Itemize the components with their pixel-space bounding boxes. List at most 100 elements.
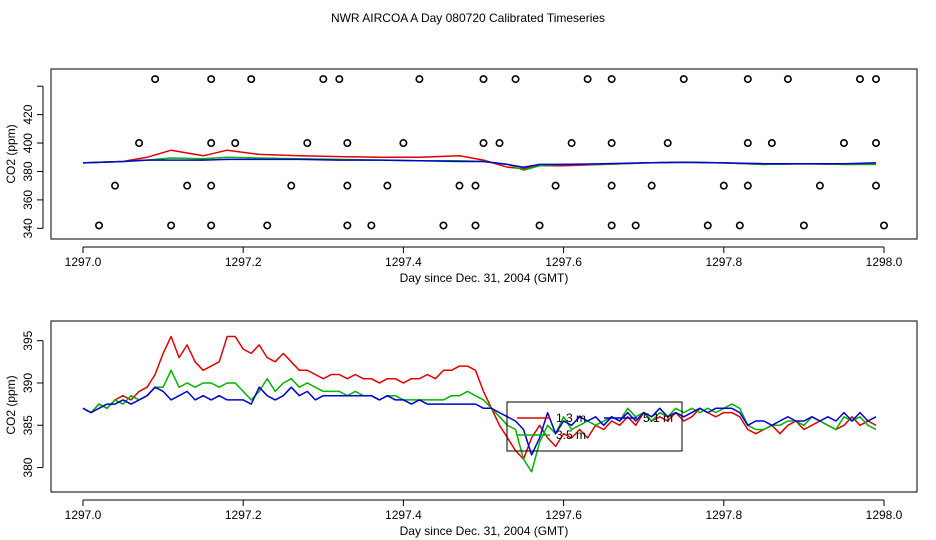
top-x-axis-label: Day since Dec. 31, 2004 (GMT) <box>400 271 569 285</box>
legend-label-5-1m: 5.1 m <box>643 411 673 425</box>
top-calibration-point <box>871 139 880 148</box>
top-calibration-point <box>135 139 144 148</box>
top-calibration-point <box>95 221 104 230</box>
bottom-plot-frame <box>50 320 918 493</box>
top-calibration-point <box>839 139 848 148</box>
top-calibration-point <box>303 139 312 148</box>
bottom-x-axis-label: Day since Dec. 31, 2004 (GMT) <box>400 524 569 538</box>
top-calibration-point <box>471 181 480 190</box>
top-calibration-point <box>735 221 744 230</box>
bot-y-tick-label: 390 <box>21 373 35 393</box>
top-calibration-point <box>743 181 752 190</box>
top-calibration-point <box>607 181 616 190</box>
top-plot-frame <box>50 68 918 240</box>
top-y-tick-label: 340 <box>21 218 35 238</box>
bot-x-tick-label: 1298.0 <box>866 508 903 522</box>
top-calibration-point <box>287 181 296 190</box>
top-calibration-point <box>247 75 256 84</box>
top-x-tick-label: 1297.2 <box>225 255 262 269</box>
top-y-axis: 340 360 380 400 420 <box>21 85 44 238</box>
top-calibration-point <box>207 221 216 230</box>
top-calibration-point <box>263 221 272 230</box>
bottom-y-axis: 380 385 390 395 <box>21 330 44 478</box>
top-calibration-point <box>567 139 576 148</box>
top-calibration-point <box>439 221 448 230</box>
top-calibration-point <box>167 221 176 230</box>
top-calibration-point <box>855 75 864 84</box>
bot-series-5-1-m <box>82 386 877 456</box>
top-calibration-point <box>207 75 216 84</box>
bot-x-tick-label: 1297.0 <box>65 508 102 522</box>
top-calibration-point <box>183 181 192 190</box>
bot-x-tick-label: 1297.4 <box>385 508 422 522</box>
top-calibration-point <box>871 75 880 84</box>
top-calibration-point <box>719 181 728 190</box>
top-calibration-point <box>511 75 520 84</box>
top-series-5-1-m <box>82 158 877 168</box>
bot-y-tick-label: 380 <box>21 457 35 477</box>
top-calibration-point <box>343 221 352 230</box>
top-calibration-point <box>471 221 480 230</box>
top-y-axis-label: CO2 (ppm) <box>4 124 18 183</box>
top-calibration-point <box>495 139 504 148</box>
top-calibration-point <box>783 75 792 84</box>
top-calibration-point <box>207 139 216 148</box>
top-calibration-point <box>871 181 880 190</box>
top-calibration-point <box>607 75 616 84</box>
top-calibration-point <box>551 181 560 190</box>
top-calibration-point <box>367 221 376 230</box>
top-y-tick-label: 380 <box>21 161 35 181</box>
top-calibration-point <box>455 181 464 190</box>
top-calibration-point <box>343 181 352 190</box>
top-panel: 1297.0 1297.2 1297.4 1297.6 1297.8 1298.0 340… <box>4 68 918 285</box>
top-calibration-point <box>607 221 616 230</box>
bot-x-tick-label: 1297.6 <box>545 508 582 522</box>
top-y-tick-label: 420 <box>21 104 35 124</box>
top-y-tick-label: 360 <box>21 190 35 210</box>
top-y-tick-label: 400 <box>21 133 35 153</box>
top-x-tick-label: 1297.6 <box>545 255 582 269</box>
top-calibration-point <box>535 221 544 230</box>
chart-title: NWR AIRCOA A Day 080720 Calibrated Times… <box>331 11 605 25</box>
bottom-x-axis: 1297.0 1297.2 1297.4 1297.6 1297.8 1298.0 <box>65 499 903 522</box>
top-calibration-point <box>703 221 712 230</box>
top-calibration-point <box>583 75 592 84</box>
bot-x-tick-label: 1297.2 <box>225 508 262 522</box>
top-calibration-point <box>479 75 488 84</box>
top-calibration-point <box>231 139 240 148</box>
top-calibration-point <box>415 75 424 84</box>
top-calibration-point <box>319 75 328 84</box>
top-series-group <box>82 75 888 230</box>
top-calibration-point <box>207 181 216 190</box>
top-calibration-point <box>335 75 344 84</box>
bot-x-tick-label: 1297.8 <box>705 508 742 522</box>
top-calibration-point <box>647 181 656 190</box>
top-calibration-point <box>399 139 408 148</box>
top-calibration-point <box>343 139 352 148</box>
bottom-series-group <box>82 335 877 473</box>
bot-y-tick-label: 385 <box>21 415 35 435</box>
top-x-axis: 1297.0 1297.2 1297.4 1297.6 1297.8 1298.0 <box>65 246 903 269</box>
top-calibration-point <box>631 221 640 230</box>
top-calibration-point <box>799 221 808 230</box>
bot-y-tick-label: 395 <box>21 330 35 350</box>
top-calibration-point <box>151 75 160 84</box>
bot-series-1-3-m <box>82 335 877 460</box>
bot-series-3-5-m <box>82 369 877 473</box>
top-calibration-point <box>767 139 776 148</box>
legend-box <box>506 401 683 452</box>
top-calibration-point <box>663 139 672 148</box>
top-calibration-point <box>111 181 120 190</box>
top-x-tick-label: 1298.0 <box>866 255 903 269</box>
legend-label-3-5m: 3.5 m <box>556 428 586 442</box>
top-calibration-point <box>607 139 616 148</box>
top-x-tick-label: 1297.0 <box>65 255 102 269</box>
top-x-tick-label: 1297.8 <box>705 255 742 269</box>
legend-label-1-3m: 1.3 m <box>556 411 586 425</box>
bottom-y-axis-label: CO2 (ppm) <box>4 375 18 434</box>
top-x-tick-label: 1297.4 <box>385 255 422 269</box>
top-calibration-point <box>743 139 752 148</box>
top-calibration-point <box>879 221 888 230</box>
bottom-panel: 1297.0 1297.2 1297.4 1297.6 1297.8 1298.0 380… <box>4 320 918 538</box>
